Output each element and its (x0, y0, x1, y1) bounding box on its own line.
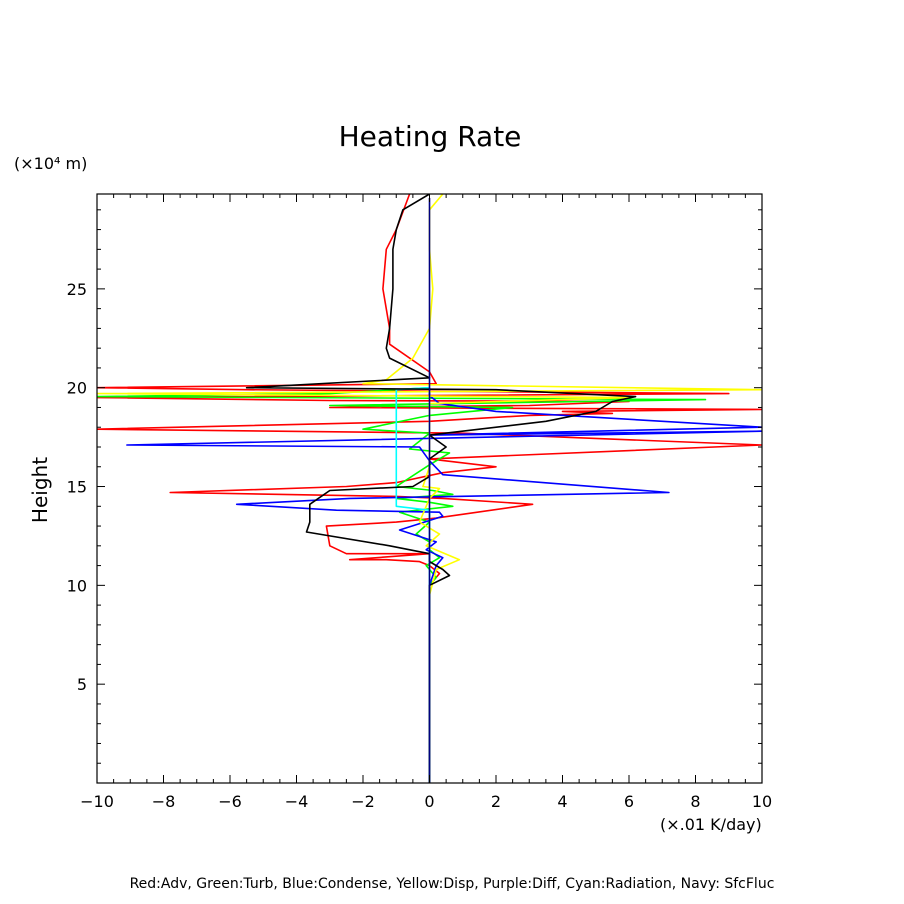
x-tick-label: 0 (424, 792, 434, 811)
x-tick-label: 8 (690, 792, 700, 811)
tick-layer: −10 −8 −6 −4 −2 0 2 4 6 8 10 5 10 15 20 25 (67, 194, 772, 811)
series-line-condense (126, 387, 762, 783)
x-tick-label: 4 (557, 792, 567, 811)
y-tick-label: 10 (67, 576, 87, 595)
x-tick-label: −4 (285, 792, 309, 811)
y-tick-label: 5 (77, 675, 87, 694)
x-tick-label: 6 (624, 792, 634, 811)
chart-title: Heating Rate (338, 120, 522, 153)
x-tick-label: 10 (752, 792, 772, 811)
series-line-adv (97, 194, 762, 783)
x-axis-unit: (×.01 K/day) (660, 815, 762, 834)
y-tick-label: 20 (67, 379, 87, 398)
y-axis-unit: (×10⁴ m) (14, 154, 88, 173)
x-tick-label: −8 (152, 792, 176, 811)
x-tick-label: 2 (491, 792, 501, 811)
y-tick-label: 15 (67, 478, 87, 497)
y-axis-label: Height (28, 456, 52, 524)
x-tick-label: −10 (80, 792, 114, 811)
legend-caption: Red:Adv, Green:Turb, Blue:Condense, Yell… (129, 876, 775, 892)
x-tick-label: −6 (218, 792, 242, 811)
x-tick-label: −2 (351, 792, 375, 811)
series-layer (97, 194, 762, 783)
y-tick-label: 25 (67, 280, 87, 299)
